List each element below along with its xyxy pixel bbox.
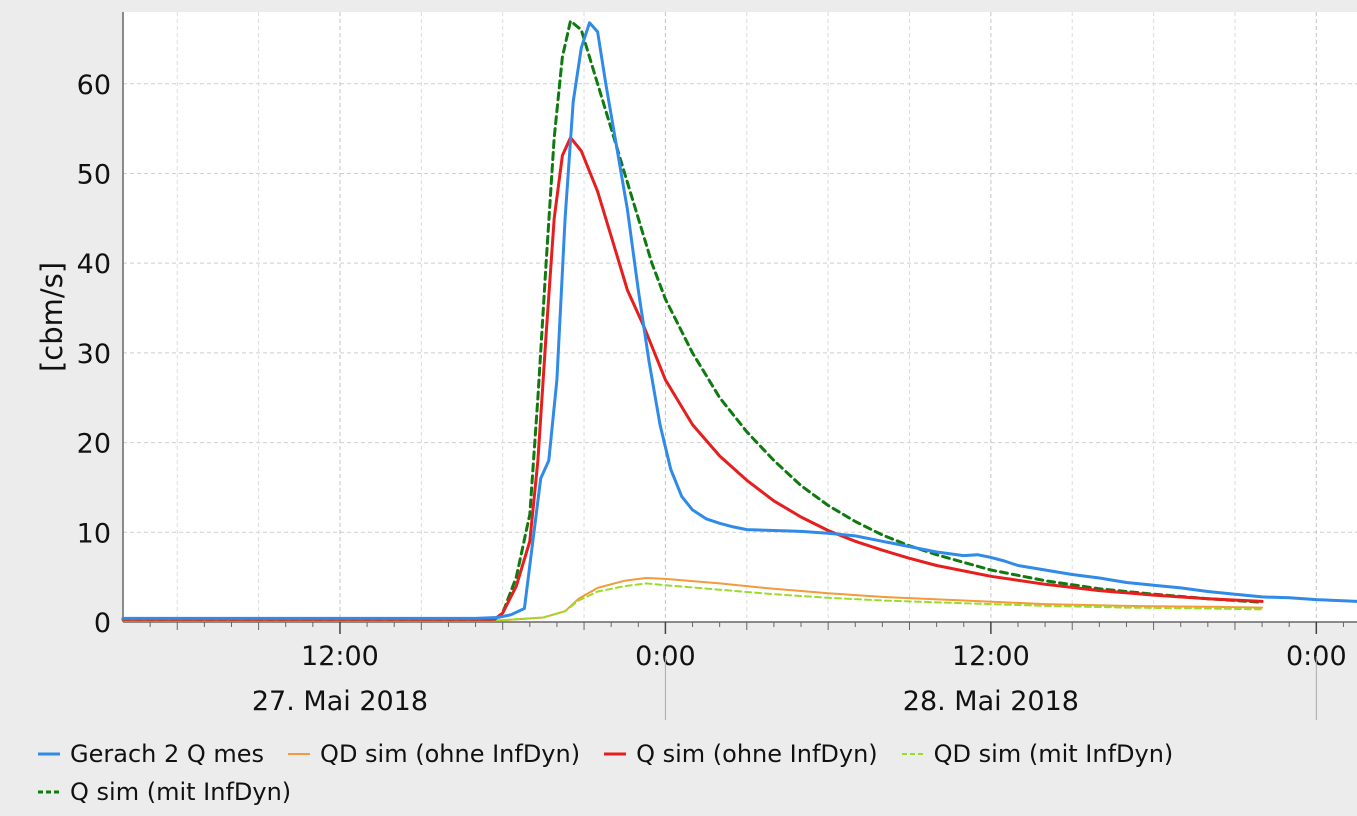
legend-label: QD sim (mit InfDyn) xyxy=(933,740,1174,768)
x-day-label: 27. Mai 2018 xyxy=(252,686,428,717)
legend-label: Gerach 2 Q mes xyxy=(70,740,265,768)
legend-label: Q sim (ohne InfDyn) xyxy=(636,740,878,768)
legend-row-1: Gerach 2 Q mes QD sim (ohne InfDyn) Q si… xyxy=(38,735,1338,773)
y-tick-label: 40 xyxy=(77,249,111,280)
legend-label: QD sim (ohne InfDyn) xyxy=(320,740,581,768)
legend-swatch-4 xyxy=(38,790,60,794)
x-tick-label: 12:00 xyxy=(952,641,1030,672)
x-day-label: 28. Mai 2018 xyxy=(903,686,1079,717)
grid xyxy=(123,12,1357,622)
legend-swatch-0 xyxy=(38,752,60,756)
y-tick-label: 0 xyxy=(94,608,111,639)
legend-swatch-1 xyxy=(288,753,311,755)
series-line-3 xyxy=(122,582,1264,622)
legend: Gerach 2 Q mes QD sim (ohne InfDyn) Q si… xyxy=(38,735,1338,811)
legend-item[interactable]: QD sim (mit InfDyn) xyxy=(901,740,1174,768)
legend-swatch-2 xyxy=(604,752,627,756)
legend-item[interactable]: Q sim (mit InfDyn) xyxy=(38,778,291,806)
legend-swatch-3 xyxy=(901,753,924,755)
y-tick-label: 30 xyxy=(77,339,111,370)
legend-item[interactable]: Q sim (ohne InfDyn) xyxy=(604,740,878,768)
y-tick-label: 50 xyxy=(77,159,111,190)
series-line-4 xyxy=(121,19,1264,621)
y-tick-label: 60 xyxy=(77,70,111,101)
series-line-0 xyxy=(121,21,1357,620)
series-lines xyxy=(121,19,1357,622)
legend-label: Q sim (mit InfDyn) xyxy=(70,778,292,806)
legend-item[interactable]: QD sim (ohne InfDyn) xyxy=(288,740,580,768)
y-tick-label: 20 xyxy=(77,429,111,460)
legend-row-2: Q sim (mit InfDyn) xyxy=(38,773,1338,811)
y-tick-label: 10 xyxy=(77,518,111,549)
plot-background xyxy=(123,12,1357,622)
legend-item[interactable]: Gerach 2 Q mes xyxy=(38,740,264,768)
y-axis-label: [cbm/s] xyxy=(35,262,69,372)
x-tick-label: 12:00 xyxy=(301,641,379,672)
series-line-2 xyxy=(121,136,1264,621)
